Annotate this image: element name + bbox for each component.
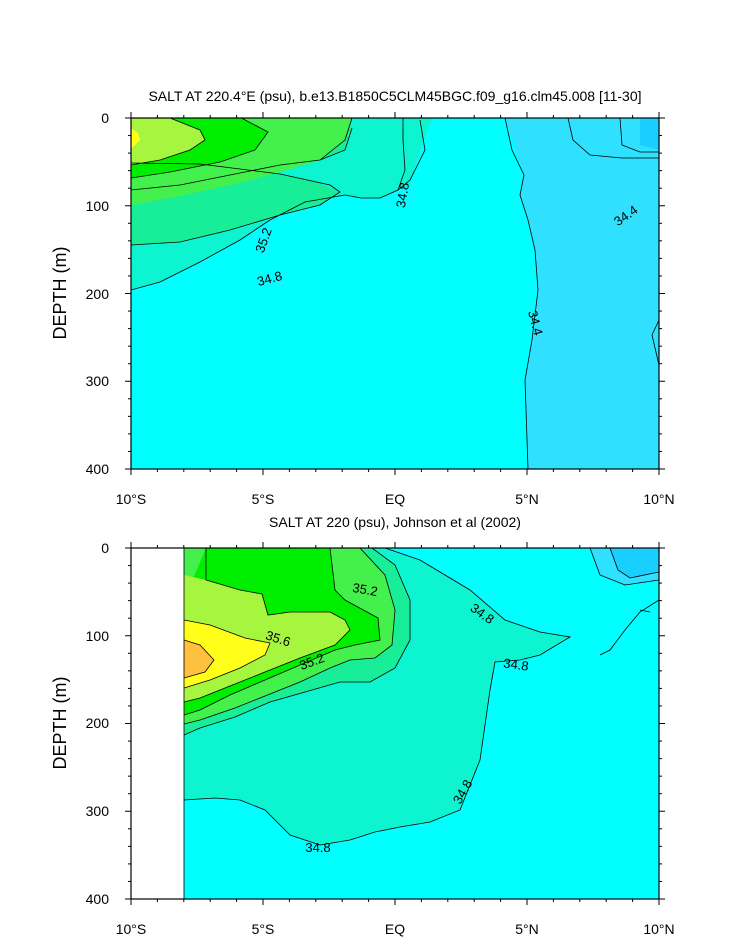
y-tick-label: 0 bbox=[101, 110, 109, 126]
region-34-4b bbox=[568, 118, 659, 158]
contour-label: 35.6 bbox=[264, 627, 293, 649]
contour-lines bbox=[184, 548, 659, 846]
y-axis-label: DEPTH (m) bbox=[50, 247, 70, 340]
contour-labels: 34.8 35.2 34.8 34.4 34.4 bbox=[252, 181, 640, 337]
region-34-4 bbox=[505, 118, 659, 469]
panel-1: SALT AT 220.4°E (psu), b.e13.B1850C5CLM4… bbox=[50, 88, 675, 507]
y-tick-labels: 0 100 200 300 400 bbox=[86, 110, 110, 477]
contour-label: 34.8 bbox=[255, 268, 283, 289]
y-tick-label: 400 bbox=[86, 891, 110, 907]
region-34-6b bbox=[184, 637, 570, 899]
y-tick-label: 100 bbox=[86, 628, 110, 644]
contour-label: 34.4 bbox=[525, 309, 546, 337]
x-tick-labels: 10°S 5°S EQ 5°N 10°N bbox=[116, 921, 675, 937]
x-tick-label: 5°N bbox=[515, 921, 539, 937]
x-tick-label: 5°S bbox=[252, 921, 275, 937]
contour-label: 34.8 bbox=[502, 655, 529, 673]
contour-labels: 35.2 34.8 35.6 35.2 34.8 34.8 34.8 bbox=[264, 580, 530, 855]
contour-lines bbox=[131, 118, 659, 469]
x-tick-labels: 10°S 5°S EQ 5°N 10°N bbox=[116, 491, 675, 507]
y-tick-labels: 0 100 200 300 400 bbox=[86, 540, 110, 907]
x-tick-label: EQ bbox=[385, 921, 405, 937]
panel-2: SALT AT 220 (psu), Johnson et al (2002) bbox=[50, 514, 675, 937]
y-tick-label: 300 bbox=[86, 373, 110, 389]
y-axis-label: DEPTH (m) bbox=[50, 677, 70, 770]
y-tick-label: 200 bbox=[86, 715, 110, 731]
region-34-2 bbox=[610, 548, 659, 578]
x-tick-label: 5°S bbox=[252, 491, 275, 507]
y-tick-label: 300 bbox=[86, 803, 110, 819]
x-tick-label: 5°N bbox=[515, 491, 539, 507]
y-tick-label: 100 bbox=[86, 198, 110, 214]
x-tick-label: 10°N bbox=[643, 921, 674, 937]
axis-ticks bbox=[125, 112, 665, 475]
x-tick-label: 10°S bbox=[116, 921, 147, 937]
y-tick-label: 400 bbox=[86, 461, 110, 477]
contour-fill bbox=[131, 118, 659, 469]
x-tick-label: 10°N bbox=[643, 491, 674, 507]
region-34-2 bbox=[640, 118, 659, 150]
contour-label: 34.8 bbox=[305, 840, 330, 855]
y-tick-label: 200 bbox=[86, 286, 110, 302]
x-tick-label: 10°S bbox=[116, 491, 147, 507]
contour-label: 35.2 bbox=[351, 580, 379, 599]
region-36-0 bbox=[184, 640, 214, 678]
x-tick-label: EQ bbox=[385, 491, 405, 507]
region-35-8 bbox=[131, 128, 140, 148]
chart-title: SALT AT 220.4°E (psu), b.e13.B1850C5CLM4… bbox=[148, 88, 641, 104]
y-tick-label: 0 bbox=[101, 540, 109, 556]
chart-title: SALT AT 220 (psu), Johnson et al (2002) bbox=[269, 514, 521, 530]
contour-label: 34.8 bbox=[393, 181, 412, 209]
no-data-region bbox=[132, 549, 184, 899]
region-35-6 bbox=[131, 118, 205, 165]
contour-fill bbox=[184, 548, 659, 899]
axis-ticks bbox=[125, 542, 665, 905]
